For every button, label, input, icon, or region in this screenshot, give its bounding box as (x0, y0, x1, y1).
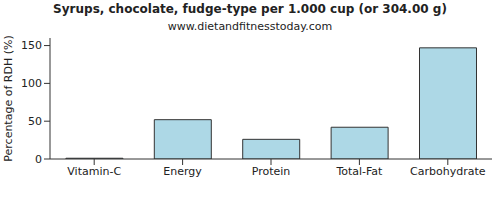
svg-text:100: 100 (21, 77, 42, 90)
svg-text:Percentage of RDH (%): Percentage of RDH (%) (8, 35, 15, 161)
svg-text:50: 50 (28, 115, 42, 128)
svg-text:Energy: Energy (163, 165, 202, 178)
svg-text:Protein: Protein (252, 165, 291, 178)
html-text:Syrups, chocolate, fudge-type: Syrups, chocolate, fudge-type per 1.000 … (53, 2, 447, 16)
svg-text:Total-Fat: Total-Fat (335, 165, 383, 178)
svg-text:150: 150 (21, 39, 42, 52)
svg-text:Vitamin-C: Vitamin-C (67, 165, 121, 178)
html-text:www.dietandfitnesstoday.com: www.dietandfitnesstoday.com (167, 20, 333, 33)
svg-text:Carbohydrate: Carbohydrate (410, 165, 486, 178)
svg-text:0: 0 (35, 153, 42, 166)
